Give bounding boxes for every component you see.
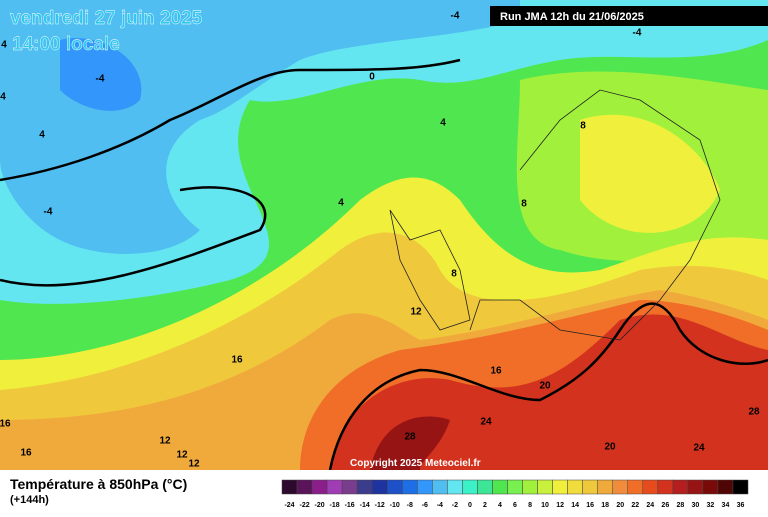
color-swatch: [311, 479, 328, 495]
scale-label: 20: [616, 502, 624, 509]
contour-label: 0: [369, 72, 375, 83]
scale-label: 10: [541, 502, 549, 509]
color-swatch: [386, 479, 403, 495]
color-swatch: [687, 479, 704, 495]
color-swatch: [717, 479, 734, 495]
color-swatch: [507, 479, 523, 495]
contour-label: 12: [159, 436, 171, 447]
color-swatch: [627, 479, 644, 495]
contour-label: 28: [404, 432, 416, 443]
contour-label: 12: [410, 307, 422, 318]
contour-label: 4: [440, 118, 446, 129]
color-swatch: [567, 479, 583, 495]
color-swatch: [326, 479, 343, 495]
scale-label: 22: [631, 502, 639, 509]
color-swatch: [417, 479, 433, 495]
legend-subtitle: (+144h): [10, 494, 49, 506]
scale-label: 16: [586, 502, 594, 509]
contour-label: 8: [521, 199, 527, 210]
color-swatch: [492, 479, 508, 495]
scale-label: -14: [360, 502, 370, 509]
color-swatch: [402, 479, 418, 495]
contour-label: 8: [451, 269, 457, 280]
scale-label: 2: [483, 502, 487, 509]
scale-label: 8: [528, 502, 532, 509]
scale-label: -20: [315, 502, 325, 509]
scale-label: -4: [437, 502, 443, 509]
color-swatch: [371, 479, 388, 495]
scale-label: 6: [513, 502, 517, 509]
scale-label: 26: [661, 502, 669, 509]
color-swatch: [657, 479, 674, 495]
color-swatch: [522, 479, 538, 495]
contour-label: 24: [693, 443, 705, 454]
contour-label: 8: [580, 121, 586, 132]
color-swatch: [432, 479, 448, 495]
map-date: vendredi 27 juin 2025: [10, 8, 203, 29]
scale-label: 30: [691, 502, 699, 509]
color-swatch: [552, 479, 568, 495]
scale-label: 4: [498, 502, 502, 509]
contour-label: 4: [0, 92, 6, 103]
scale-label: 36: [737, 502, 745, 509]
color-swatch: [582, 479, 598, 495]
contour-label: -4: [96, 74, 105, 85]
scale-label: -2: [452, 502, 458, 509]
contour-label: 20: [604, 442, 616, 453]
map-time: 14:00 locale: [12, 34, 120, 55]
scale-label: 34: [722, 502, 730, 509]
color-swatch: [341, 479, 358, 495]
scale-label: 28: [676, 502, 684, 509]
scale-label: 12: [556, 502, 564, 509]
scale-label: 32: [707, 502, 715, 509]
scale-label: -16: [345, 502, 355, 509]
contour-label: -4: [633, 28, 642, 39]
scale-label: 0: [468, 502, 472, 509]
color-swatch: [296, 479, 313, 495]
color-swatch: [477, 479, 493, 495]
scale-label: 14: [571, 502, 579, 509]
contour-label: 16: [0, 419, 11, 430]
color-swatch: [537, 479, 553, 495]
scale-label: -24: [284, 502, 294, 509]
contour-label: 28: [748, 407, 760, 418]
color-swatch: [597, 479, 613, 495]
map: [0, 0, 768, 471]
contour-label: 16: [20, 448, 32, 459]
contour-label: 4: [39, 130, 45, 141]
copyright: Copyright 2025 Meteociel.fr: [350, 458, 481, 469]
contour-label: 20: [539, 381, 551, 392]
scale-label: 18: [601, 502, 609, 509]
scale-label: -10: [390, 502, 400, 509]
color-swatch: [612, 479, 628, 495]
color-swatch: [281, 479, 298, 495]
contour-label: 4: [1, 40, 7, 51]
contour-label: 16: [231, 355, 243, 366]
color-swatch: [447, 479, 463, 495]
color-swatch: [732, 479, 749, 495]
scale-label: -6: [422, 502, 428, 509]
scale-label: -8: [407, 502, 413, 509]
color-swatch: [702, 479, 719, 495]
contour-label: -4: [451, 11, 460, 22]
scale-label: 24: [646, 502, 654, 509]
run-info: Run JMA 12h du 21/06/2025: [500, 11, 644, 23]
color-swatch: [356, 479, 373, 495]
contour-label: 24: [480, 417, 492, 428]
contour-label: -4: [44, 207, 53, 218]
color-swatch: [462, 479, 478, 495]
color-swatch: [642, 479, 659, 495]
run-box: [490, 6, 768, 26]
scale-label: -22: [299, 502, 309, 509]
contour-label: 12: [176, 450, 188, 461]
scale-label: -12: [375, 502, 385, 509]
contour-label: 16: [490, 366, 502, 377]
contour-label: 4: [338, 198, 344, 209]
legend-title: Température à 850hPa (°C): [10, 476, 187, 492]
scale-label: -18: [330, 502, 340, 509]
color-swatch: [672, 479, 689, 495]
contour-label: 12: [188, 459, 200, 470]
